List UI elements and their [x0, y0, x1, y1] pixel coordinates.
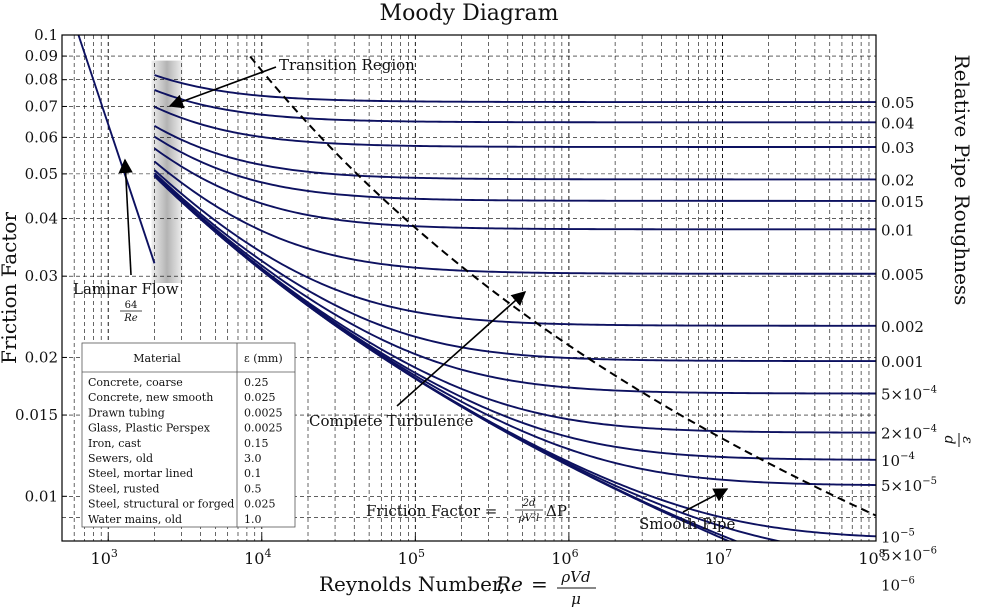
x-axis-label-den: μ — [571, 590, 581, 608]
table-header-material: Material — [133, 352, 181, 365]
x-axis-label-num: ρVd — [560, 568, 590, 586]
annotation-transition-region: Transition Region — [279, 56, 415, 74]
formula-tail: ΔP — [546, 502, 567, 520]
roughness-label: 10−6 — [881, 576, 915, 595]
x-tick-label: 107 — [705, 547, 732, 568]
table-cell-roughness: 0.5 — [244, 482, 262, 495]
table-cell-material: Water mains, old — [88, 513, 182, 526]
roughness-label: 5×10−5 — [881, 476, 937, 495]
x-tick-label: 103 — [91, 547, 118, 568]
arrow-complete-turbulence — [396, 291, 527, 407]
x-tick-label: 105 — [398, 547, 425, 568]
roughness-label: 0.01 — [881, 221, 914, 239]
y-tick-label: 0.05 — [25, 165, 58, 183]
roughness-label: 0.03 — [881, 139, 914, 157]
arrow-laminar — [118, 158, 133, 276]
annotation-complete-turbulence: Complete Turbulence — [309, 412, 474, 430]
table-cell-material: Steel, structural or forged — [88, 498, 234, 511]
roughness-curve — [153, 125, 876, 181]
y-tick-label: 0.03 — [25, 267, 58, 285]
table-cell-material: Concrete, new smooth — [88, 391, 213, 404]
roughness-label: 0.02 — [881, 171, 914, 189]
table-cell-material: Steel, rusted — [88, 482, 159, 495]
table-cell-roughness: 0.25 — [244, 376, 269, 389]
right-axis-label-den: d — [941, 436, 957, 445]
roughness-curve — [153, 172, 876, 363]
chart-title: Moody Diagram — [380, 1, 559, 26]
y-tick-label: 0.1 — [34, 26, 58, 44]
table-cell-material: Steel, mortar lined — [88, 467, 193, 480]
roughness-curve — [153, 135, 876, 202]
x-tick-label: 108 — [858, 547, 885, 568]
y-tick-label: 0.07 — [25, 97, 58, 115]
annotation-laminar-den: Re — [123, 313, 138, 324]
y-tick-label: 0.02 — [25, 348, 58, 366]
roughness-curve — [154, 74, 876, 104]
roughness-label: 2×10−4 — [881, 424, 937, 443]
right-axis-label: Relative Pipe Roughness ε d — [941, 55, 975, 447]
roughness-label: 5×10−4 — [881, 385, 937, 404]
formula-den: ρV²l — [518, 513, 539, 524]
x-axis-label-text: Reynolds Number, — [319, 572, 506, 596]
x-axis-label-re: Re — [495, 572, 523, 596]
roughness-curve — [153, 175, 731, 541]
roughness-label: 0.001 — [881, 353, 924, 371]
table-cell-roughness: 0.1 — [244, 467, 262, 480]
y-tick-label: 0.04 — [25, 210, 58, 228]
roughness-label: 0.04 — [881, 114, 914, 132]
table-cell-roughness: 0.0025 — [244, 422, 283, 435]
roughness-label: 0.002 — [881, 318, 924, 336]
table-cell-material: Concrete, coarse — [88, 376, 183, 389]
arrow-transition — [168, 66, 277, 109]
y-tick-label: 0.015 — [15, 406, 58, 424]
annotation-laminar-flow: Laminar Flow — [73, 280, 179, 298]
roughness-label: 0.015 — [881, 193, 924, 211]
plot-frame — [61, 34, 877, 542]
table-cell-roughness: 0.15 — [244, 437, 269, 450]
x-axis-label: Reynolds Number, Re = ρVd μ — [319, 568, 596, 608]
roughness-label: 5×10−6 — [881, 546, 937, 565]
table-cell-roughness: 0.025 — [244, 391, 276, 404]
table-cell-material: Sewers, old — [88, 452, 153, 465]
table-cell-material: Drawn tubing — [88, 406, 165, 419]
table-cell-roughness: 3.0 — [244, 452, 262, 465]
annotation-smooth-pipe: Smooth Pipe — [639, 515, 736, 533]
table-cell-roughness: 1.0 — [244, 513, 262, 526]
arrow-smooth-pipe — [682, 488, 729, 513]
table-cell-material: Glass, Plastic Perspex — [88, 422, 211, 435]
y-tick-label: 0.01 — [25, 487, 58, 505]
right-axis-label-num: ε — [959, 436, 975, 444]
table-cell-material: Iron, cast — [88, 437, 142, 450]
roughness-curve — [153, 147, 876, 231]
table-cell-roughness: 0.0025 — [244, 406, 283, 419]
table-header-roughness: ε (mm) — [244, 352, 283, 365]
formula-num: 2d — [522, 498, 536, 509]
y-tick-label: 0.08 — [25, 71, 58, 89]
roughness-curve — [154, 105, 876, 148]
roughness-label: 0.005 — [881, 266, 924, 284]
table-cell-roughness: 0.025 — [244, 498, 276, 511]
y-axis-label: Friction Factor — [0, 212, 21, 364]
y-tick-label: 0.06 — [25, 128, 58, 146]
roughness-label: 10−4 — [881, 451, 915, 470]
roughness-label: 0.05 — [881, 94, 914, 112]
friction-factor-formula: Friction Factor = 2d ρV²l ΔP — [366, 498, 567, 524]
right-axis-label-text: Relative Pipe Roughness — [950, 55, 974, 306]
roughness-curve — [153, 160, 876, 275]
annotation-laminar-num: 64 — [125, 300, 138, 311]
roughness-curve — [154, 89, 876, 124]
x-tick-label: 104 — [244, 547, 271, 568]
roughness-label: 10−5 — [881, 527, 915, 546]
material-table: Material ε (mm) Concrete, coarse 0.25 Conc… — [81, 342, 296, 528]
x-tick-label: 106 — [551, 547, 578, 568]
roughness-curve — [153, 169, 876, 327]
laminar-line — [77, 35, 156, 264]
roughness-curve — [153, 173, 876, 395]
y-tick-label: 0.09 — [25, 47, 58, 65]
x-axis-label-eq: = — [531, 572, 548, 596]
formula-text: Friction Factor = — [366, 502, 497, 520]
